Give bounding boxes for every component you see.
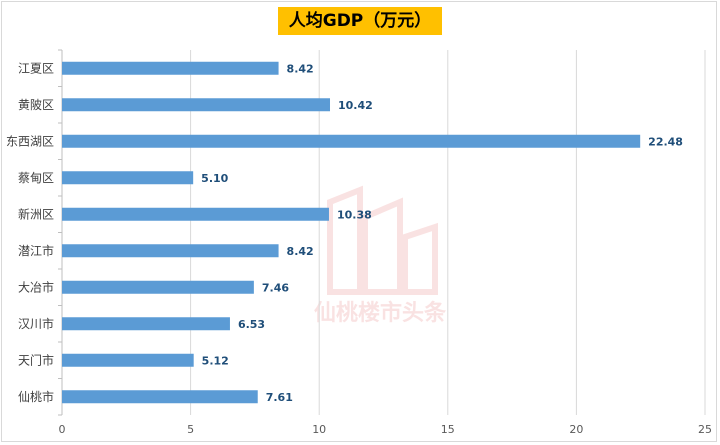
- watermark-logo: 仙桃楼市头条: [314, 185, 447, 326]
- data-label: 8.42: [287, 245, 314, 258]
- x-tick-label: 5: [187, 423, 194, 436]
- bar: [62, 98, 331, 112]
- data-label: 8.42: [287, 62, 314, 75]
- bar: [62, 244, 279, 258]
- x-tick-label: 15: [441, 423, 455, 436]
- bar: [62, 390, 258, 404]
- y-tick-label: 东西湖区: [6, 133, 54, 148]
- y-tick-label: 汉川市: [18, 316, 54, 331]
- y-tick-label: 江夏区: [18, 61, 54, 75]
- x-tick-label: 0: [59, 423, 66, 436]
- data-label: 10.38: [337, 208, 372, 221]
- bar: [62, 317, 230, 331]
- data-label: 5.12: [202, 354, 229, 367]
- bar: [62, 171, 194, 185]
- y-tick-label: 大冶市: [18, 279, 54, 294]
- data-label: 7.46: [262, 281, 289, 294]
- chart-title-box: 人均GDP（万元）: [278, 7, 442, 35]
- data-label: 6.53: [238, 318, 265, 331]
- bar: [62, 207, 329, 221]
- data-label: 7.61: [266, 391, 293, 404]
- y-tick-label: 仙桃市: [18, 389, 54, 404]
- x-tick-label: 25: [698, 423, 712, 436]
- bar: [62, 61, 279, 75]
- chart-title: 人均GDP（万元）: [288, 11, 432, 31]
- data-label: 10.42: [338, 99, 373, 112]
- x-tick-label: 10: [312, 423, 326, 436]
- y-tick-label: 天门市: [18, 352, 54, 367]
- y-tick-label: 潜江市: [18, 243, 54, 258]
- y-tick-label: 蔡甸区: [18, 171, 54, 185]
- y-tick-label: 新洲区: [18, 206, 54, 221]
- data-label: 22.48: [648, 135, 683, 148]
- x-tick-label: 20: [569, 423, 583, 436]
- bar: [62, 134, 641, 148]
- bar: [62, 280, 254, 294]
- watermark-text: 仙桃楼市头条: [314, 300, 447, 326]
- bar: [62, 353, 194, 367]
- data-label: 5.10: [201, 172, 228, 185]
- y-tick-label: 黄陂区: [18, 97, 54, 112]
